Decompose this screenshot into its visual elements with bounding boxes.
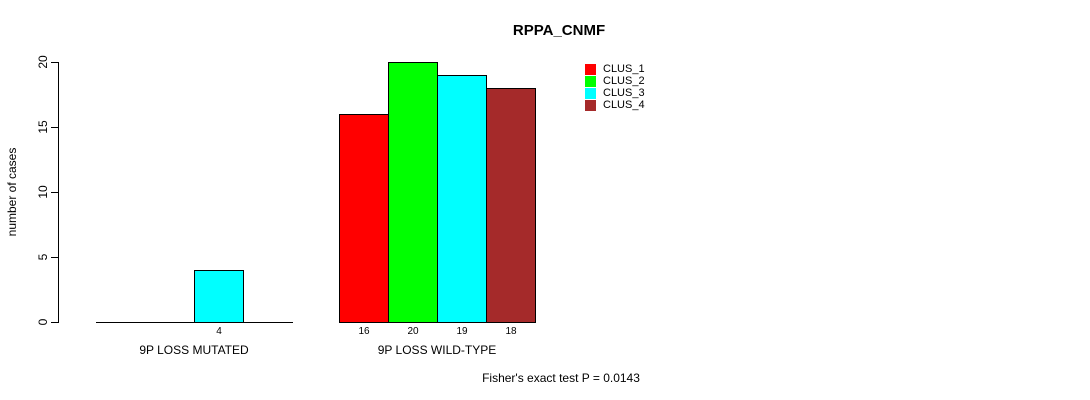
- legend-swatch-icon: [585, 100, 596, 111]
- bar-clus_3: [437, 75, 487, 323]
- chart-title: RPPA_CNMF: [512, 22, 606, 39]
- legend-swatch-icon: [585, 88, 596, 99]
- bar-value-label: 19: [456, 326, 468, 337]
- bar-value-label: 20: [407, 326, 419, 337]
- bar-clus_2: [388, 62, 438, 323]
- zero-height-bar-baseline: [145, 322, 195, 323]
- bar-clus_1: [339, 114, 389, 323]
- y-tick-label: 10: [36, 185, 50, 199]
- legend-item-clus_4: CLUS_4: [585, 100, 645, 111]
- zero-height-bar-baseline: [96, 322, 146, 323]
- y-tick-mark: [51, 127, 58, 128]
- legend-label: CLUS_1: [603, 63, 645, 75]
- y-tick-mark: [51, 322, 58, 323]
- legend-item-clus_3: CLUS_3: [585, 88, 645, 99]
- group-label-mutated: 9P LOSS MUTATED: [139, 343, 249, 357]
- legend-item-clus_2: CLUS_2: [585, 76, 645, 87]
- legend-swatch-icon: [585, 64, 596, 75]
- bar-value-label: 16: [358, 326, 370, 337]
- bar-clus_3: [194, 270, 244, 323]
- group-label-wild-type: 9P LOSS WILD-TYPE: [377, 343, 497, 357]
- y-axis-label: number of cases: [5, 147, 19, 237]
- legend-label: CLUS_3: [603, 87, 645, 99]
- bar-clus_4: [486, 88, 536, 323]
- y-tick-label: 5: [36, 253, 50, 261]
- y-tick-mark: [51, 62, 58, 63]
- legend-item-clus_1: CLUS_1: [585, 64, 645, 75]
- bar-value-label: 4: [216, 326, 222, 337]
- y-axis-line: [58, 62, 59, 323]
- zero-height-bar-baseline: [243, 322, 293, 323]
- y-tick-label: 15: [36, 120, 50, 134]
- footnote: Fisher's exact test P = 0.0143: [482, 371, 640, 385]
- y-tick-label: 20: [36, 55, 50, 69]
- y-tick-mark: [51, 257, 58, 258]
- legend-label: CLUS_4: [603, 99, 645, 111]
- y-tick-mark: [51, 192, 58, 193]
- bar-value-label: 18: [505, 326, 517, 337]
- y-tick-label: 0: [36, 318, 50, 326]
- legend-swatch-icon: [585, 76, 596, 87]
- legend-label: CLUS_2: [603, 75, 645, 87]
